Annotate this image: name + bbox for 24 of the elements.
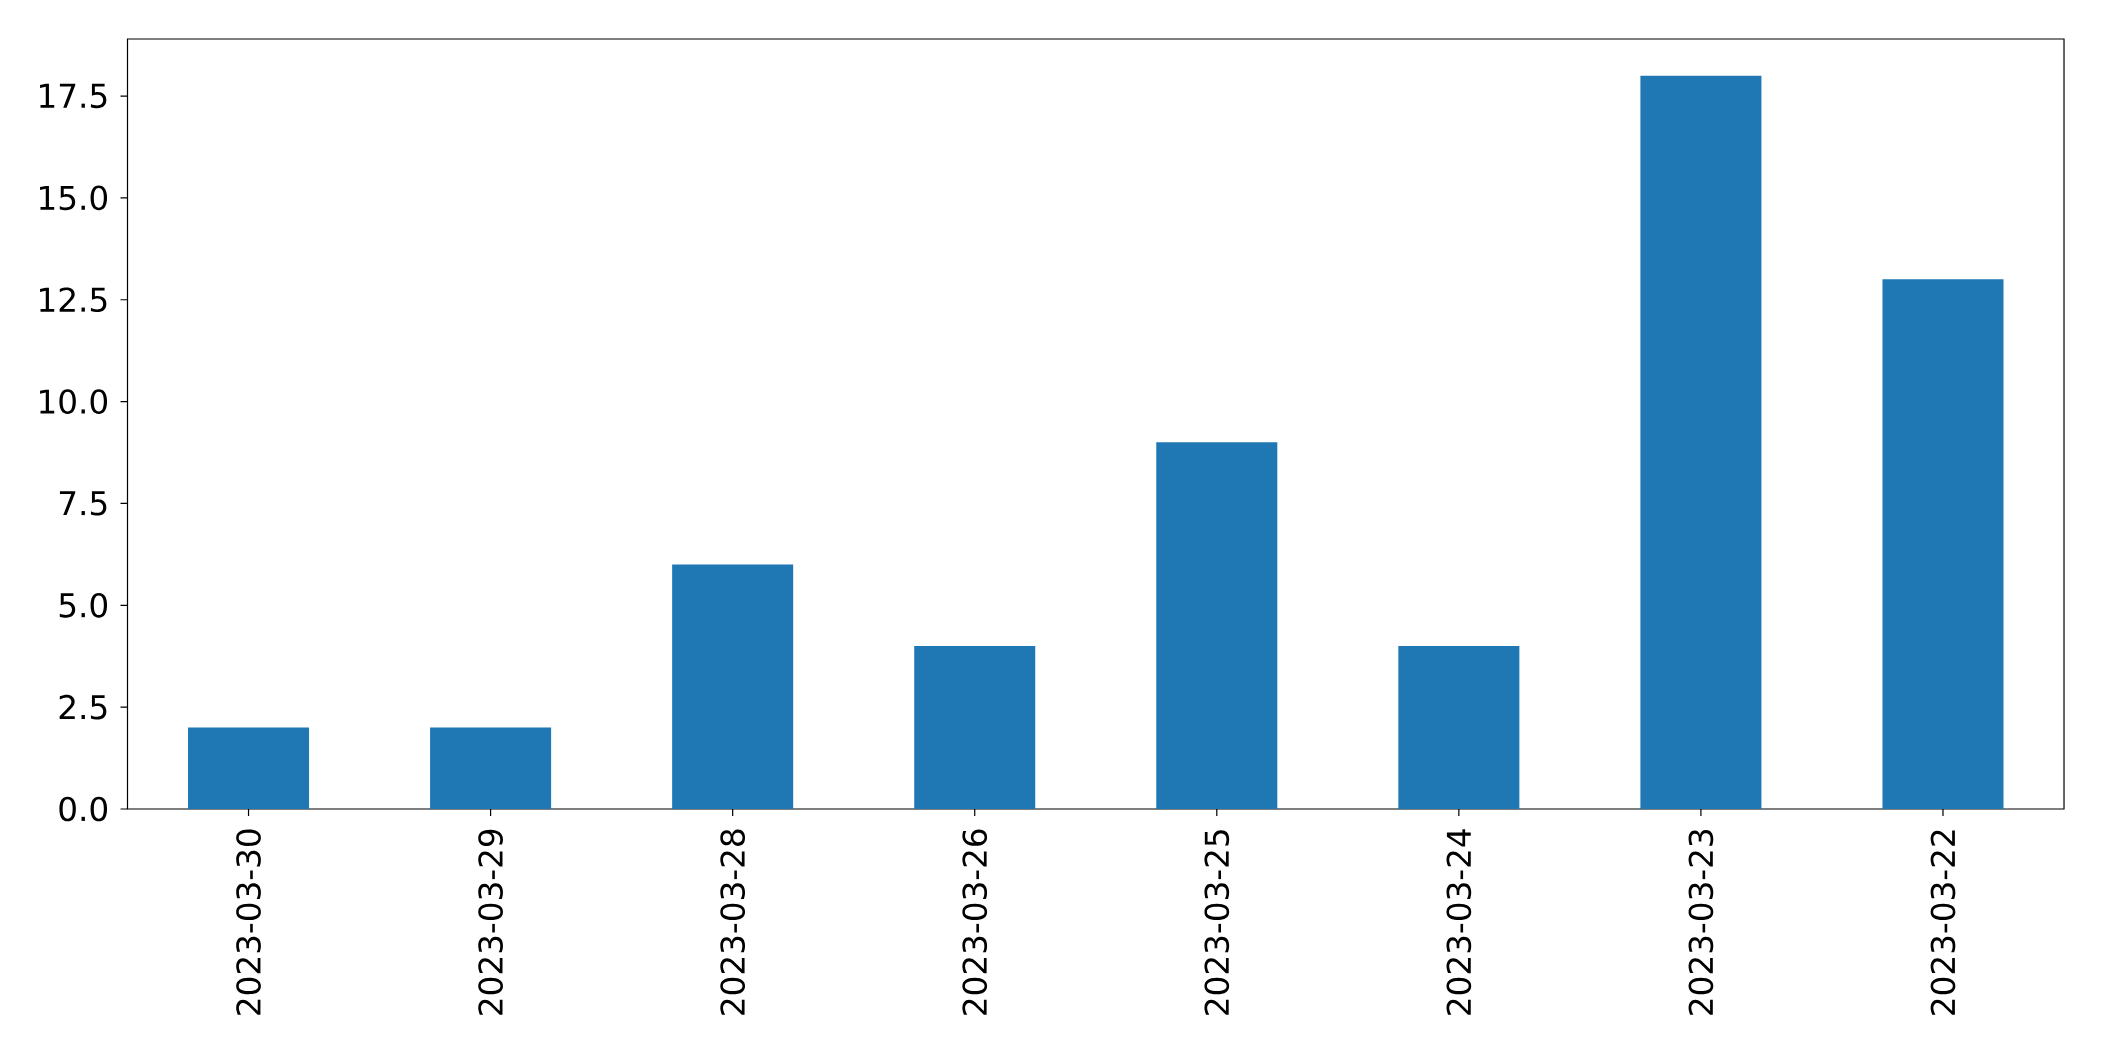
- x-tick-label: 2023-03-26: [962, 829, 988, 1015]
- y-tick-label: 0.0: [59, 796, 108, 822]
- bar: [430, 727, 552, 809]
- y-tick-label: 10.0: [40, 389, 108, 414]
- bar: [1398, 646, 1520, 809]
- y-tick-label: 7.5: [59, 491, 107, 516]
- x-tick-label: 2023-03-24: [1446, 829, 1472, 1015]
- x-tick-label: 2023-03-25: [1204, 830, 1230, 1015]
- x-tick-label: 2023-03-22: [1930, 830, 1956, 1015]
- x-tick-label: 2023-03-30: [236, 829, 261, 1015]
- bar: [1882, 279, 2004, 809]
- x-tick-label: 2023-03-23: [1688, 829, 1714, 1015]
- bar: [1156, 442, 1278, 809]
- y-tick-label: 17.5: [40, 83, 107, 109]
- bar: [914, 646, 1036, 809]
- y-tick-label: 12.5: [40, 287, 107, 313]
- x-tick-label: 2023-03-28: [720, 829, 746, 1015]
- bar: [672, 564, 794, 809]
- y-tick-label: 2.5: [59, 694, 107, 720]
- bar: [1640, 75, 1762, 809]
- y-tick-label: 15.0: [40, 185, 108, 211]
- x-tick-label: 2023-03-29: [478, 829, 503, 1015]
- bar: [188, 727, 310, 809]
- y-tick-label: 5.0: [59, 592, 108, 618]
